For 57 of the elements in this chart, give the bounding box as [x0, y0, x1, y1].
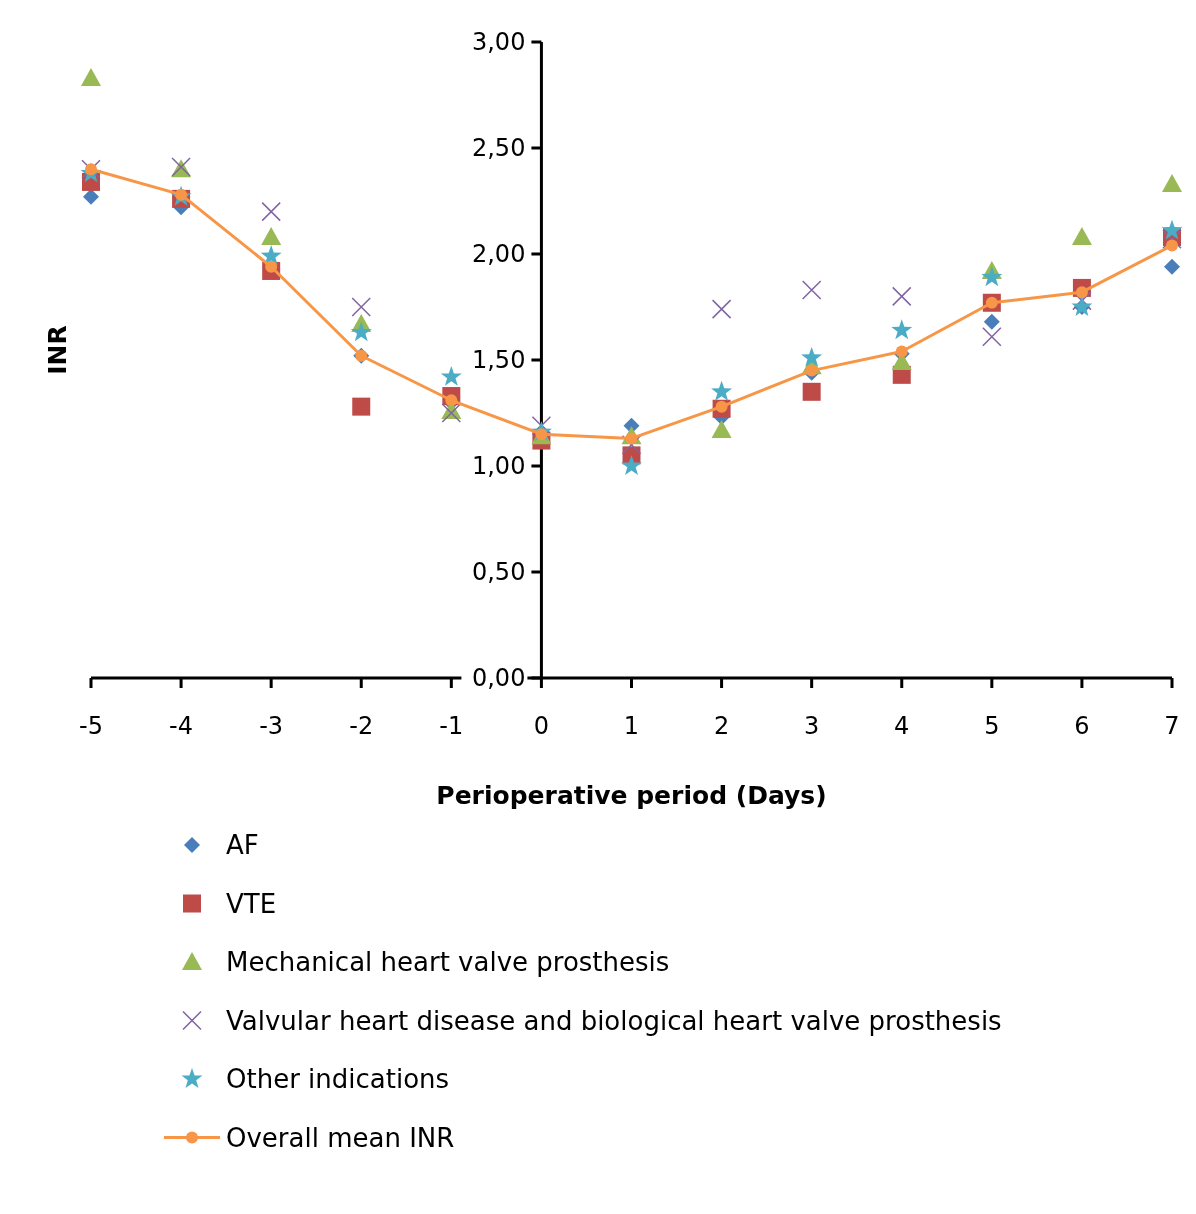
point: [1164, 258, 1180, 275]
point: [261, 201, 281, 222]
x-axis-title: Perioperative period (Days): [436, 781, 827, 810]
y-tick-label: 2,00: [471, 240, 526, 268]
legend-label: Overall mean INR: [226, 1122, 455, 1153]
legend-label: Valvular heart disease and biological heart valve prosthesis: [226, 1005, 1002, 1036]
point: [711, 419, 732, 438]
x-tick-label: -2: [349, 712, 374, 740]
point: [801, 346, 823, 367]
x-tick-label: 1: [623, 712, 640, 740]
point: [83, 188, 99, 205]
point: [801, 280, 822, 300]
y-axis-title: INR: [43, 325, 72, 375]
x-tick-label: 5: [984, 712, 1000, 740]
point: [891, 319, 913, 340]
point: [983, 313, 1000, 330]
legend-label: Mechanical heart valve prosthesis: [226, 947, 670, 977]
legend-label: VTE: [226, 888, 277, 919]
point: [351, 297, 371, 317]
point: [1161, 219, 1183, 240]
y-tick-label: 0,00: [471, 664, 526, 692]
x-tick-label: 6: [1074, 712, 1090, 740]
x-tick-label: 7: [1164, 712, 1180, 740]
point: [440, 365, 462, 386]
point: [711, 299, 732, 319]
point: [802, 382, 821, 401]
point: [1072, 290, 1092, 311]
y-tick-label: 0,50: [471, 558, 526, 586]
point: [981, 266, 1003, 287]
y-tick-label: 1,50: [471, 346, 526, 374]
point: [892, 286, 912, 307]
x-tick-label: -3: [259, 712, 284, 740]
point: [352, 397, 371, 416]
y-tick-label: 2,50: [471, 134, 526, 162]
point: [621, 455, 642, 475]
x-tick-label: -1: [439, 712, 464, 740]
point: [81, 68, 101, 87]
point: [895, 345, 908, 358]
point: [1162, 174, 1182, 193]
y-tick-label: 3,00: [471, 28, 526, 56]
x-tick-label: 2: [713, 712, 730, 740]
point: [711, 380, 733, 401]
point: [1071, 227, 1092, 246]
point: [261, 227, 282, 246]
legend-label: AF: [226, 830, 259, 860]
x-tick-label: 3: [804, 712, 820, 740]
point: [350, 321, 372, 342]
x-tick-label: -5: [79, 712, 103, 740]
y-tick-label: 1,00: [471, 452, 526, 480]
x-tick-label: -4: [169, 712, 194, 740]
legend-label: Other indications: [226, 1064, 450, 1094]
point: [805, 364, 818, 377]
point: [1166, 239, 1178, 252]
point: [531, 415, 552, 436]
x-tick-label: 4: [894, 712, 910, 740]
point: [982, 326, 1002, 347]
x-tick-label: 0: [533, 712, 550, 740]
